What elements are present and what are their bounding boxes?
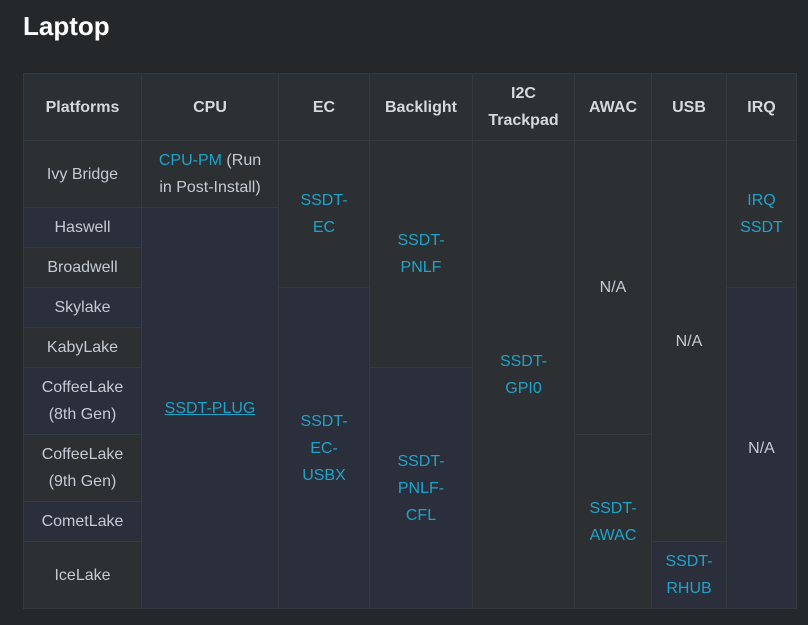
platform-cell: CoffeeLake (9th Gen)	[23, 434, 142, 502]
platform-cell: CoffeeLake (8th Gen)	[23, 367, 142, 435]
cpu-pm-note-2: in Post-Install)	[159, 179, 261, 196]
ssdt-rhub-link[interactable]: SSDT- RHUB	[665, 553, 712, 597]
ssdt-pnlf-line2: PNLF	[400, 259, 442, 276]
header-i2c-trackpad: I2C Trackpad	[472, 73, 575, 141]
ssdt-pnlf-cell: SSDT- PNLF	[369, 140, 473, 368]
irq-ssdt-line1: IRQ	[747, 192, 776, 209]
platform-cell: CometLake	[23, 501, 142, 542]
platform-cell: IceLake	[23, 541, 142, 609]
page-title: Laptop	[23, 11, 110, 41]
cpu-pm-link[interactable]: CPU-PM	[158, 152, 222, 169]
cpu-pm-cell: CPU-PM (Run in Post-Install)	[141, 140, 279, 208]
ssdt-gpi0-line1: SSDT-	[499, 352, 548, 370]
header-i2c-line1: I2C	[511, 85, 536, 102]
ssdt-ec-line2: EC	[312, 219, 336, 236]
ssdt-gpi0-cell: SSDT- GPI0	[472, 140, 575, 609]
ssdt-pnlf-cfl-cell: SSDT- PNLF- CFL	[369, 367, 473, 609]
platform-line2: (9th Gen)	[48, 473, 117, 490]
ssdt-ec-usbx-line1: SSDT-	[300, 412, 348, 430]
table-row: IceLake SSDT- RHUB	[23, 541, 797, 609]
ssdt-awac-line1: SSDT-	[589, 499, 637, 517]
header-usb: USB	[651, 73, 727, 141]
ssdt-rhub-line1: SSDT-	[665, 553, 713, 570]
usb-na-cell: N/A	[651, 140, 727, 542]
header-awac: AWAC	[574, 73, 652, 141]
ssdt-plug-link[interactable]: SSDT-PLUG	[164, 399, 256, 417]
ssdt-pnlf-line1: SSDT-	[397, 232, 445, 249]
ssdt-awac-link[interactable]: SSDT- AWAC	[589, 500, 636, 544]
table-row: KabyLake	[23, 327, 797, 368]
platform-line1: CoffeeLake	[41, 379, 124, 396]
ssdt-ec-cell: SSDT- EC	[278, 140, 370, 288]
ssdt-pnlf-cfl-line3: CFL	[405, 506, 437, 524]
platform-cell: Haswell	[23, 207, 142, 248]
table-row: Skylake SSDT- EC- USBX N/A	[23, 287, 797, 609]
ssdt-plug-cell: SSDT-PLUG	[141, 207, 279, 609]
ssdt-awac-line2: AWAC	[589, 526, 637, 544]
ssdt-ec-usbx-link[interactable]: SSDT- EC- USBX	[300, 413, 347, 484]
irq-ssdt-cell: IRQ SSDT	[726, 140, 797, 288]
irq-na-cell: N/A	[726, 287, 797, 609]
header-backlight: Backlight	[369, 73, 473, 141]
platform-cell: Broadwell	[23, 247, 142, 288]
ssdt-rhub-line2: RHUB	[666, 580, 712, 597]
ssdt-pnlf-cfl-link[interactable]: SSDT- PNLF- CFL	[397, 453, 444, 524]
ssdt-pnlf-cfl-line1: SSDT-	[397, 452, 445, 470]
laptop-ssdt-table: Platforms CPU EC Backlight I2C Trackpad A…	[23, 73, 797, 609]
ssdt-gpi0-link[interactable]: SSDT- GPI0	[500, 353, 547, 397]
irq-ssdt-link[interactable]: IRQ SSDT	[740, 192, 783, 236]
header-i2c-line2: Trackpad	[488, 112, 559, 129]
platform-cell: KabyLake	[23, 327, 142, 368]
ssdt-awac-cell: SSDT- AWAC	[574, 434, 652, 609]
ssdt-gpi0-line2: GPI0	[505, 379, 542, 397]
ssdt-ec-usbx-cell: SSDT- EC- USBX	[278, 287, 370, 609]
header-row: Platforms CPU EC Backlight I2C Trackpad A…	[23, 73, 797, 141]
header-ec: EC	[278, 73, 370, 141]
table-row: CoffeeLake (8th Gen) SSDT- PNLF- CFL	[23, 367, 797, 609]
awac-na-cell: N/A	[574, 140, 652, 435]
ssdt-ec-link[interactable]: SSDT- EC	[300, 192, 347, 236]
ssdt-pnlf-cfl-line2: PNLF-	[397, 479, 445, 497]
platform-line2: (8th Gen)	[48, 406, 117, 423]
header-cpu: CPU	[141, 73, 279, 141]
table-row: Ivy Bridge CPU-PM (Run in Post-Install) S…	[23, 140, 797, 609]
cpu-pm-note: (Run	[221, 152, 262, 169]
irq-ssdt-line2: SSDT	[740, 219, 783, 236]
ssdt-ec-usbx-line2: EC-	[310, 439, 338, 457]
ssdt-ec-line1: SSDT-	[300, 192, 348, 209]
table-row: CoffeeLake (9th Gen) SSDT- AWAC	[23, 434, 797, 609]
header-irq: IRQ	[726, 73, 797, 141]
platform-line1: CoffeeLake	[41, 446, 124, 463]
ssdt-rhub-cell: SSDT- RHUB	[651, 541, 727, 609]
header-platforms: Platforms	[23, 73, 142, 141]
platform-cell: Skylake	[23, 287, 142, 328]
table-row: CometLake	[23, 501, 797, 542]
ssdt-ec-usbx-line3: USBX	[302, 466, 346, 484]
platform-cell: Ivy Bridge	[23, 140, 142, 208]
ssdt-pnlf-link[interactable]: SSDT- PNLF	[397, 232, 444, 276]
